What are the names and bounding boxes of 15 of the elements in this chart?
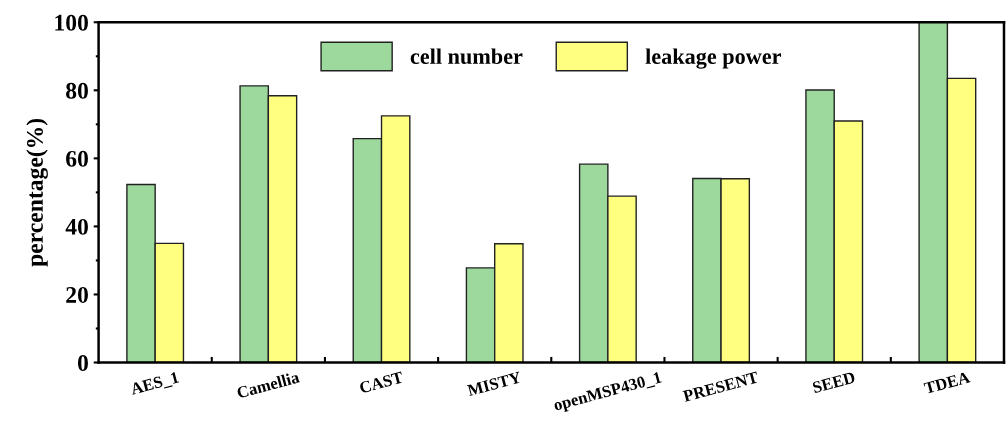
y-tick-label: 20 (66, 286, 88, 303)
x-tick-label: TDEA (923, 371, 971, 394)
y-tick-label: 60 (66, 150, 88, 167)
legend-label: leakage power (645, 48, 782, 69)
x-tick-label: AES_1 (129, 371, 180, 397)
x-tick-label: CAST (359, 371, 404, 394)
y-tick-label: 40 (65, 218, 88, 235)
y-axis-title: percentage(%) (26, 118, 48, 267)
legend-label: cell number (410, 48, 523, 65)
y-tick-label: 0 (77, 355, 88, 371)
y-tick-label: 100 (55, 14, 88, 31)
x-tick-label: MISTY (466, 371, 522, 397)
y-tick-label: 80 (66, 82, 88, 99)
x-tick-label: SEED (812, 371, 856, 394)
x-tick-label: Camellia (236, 370, 301, 399)
